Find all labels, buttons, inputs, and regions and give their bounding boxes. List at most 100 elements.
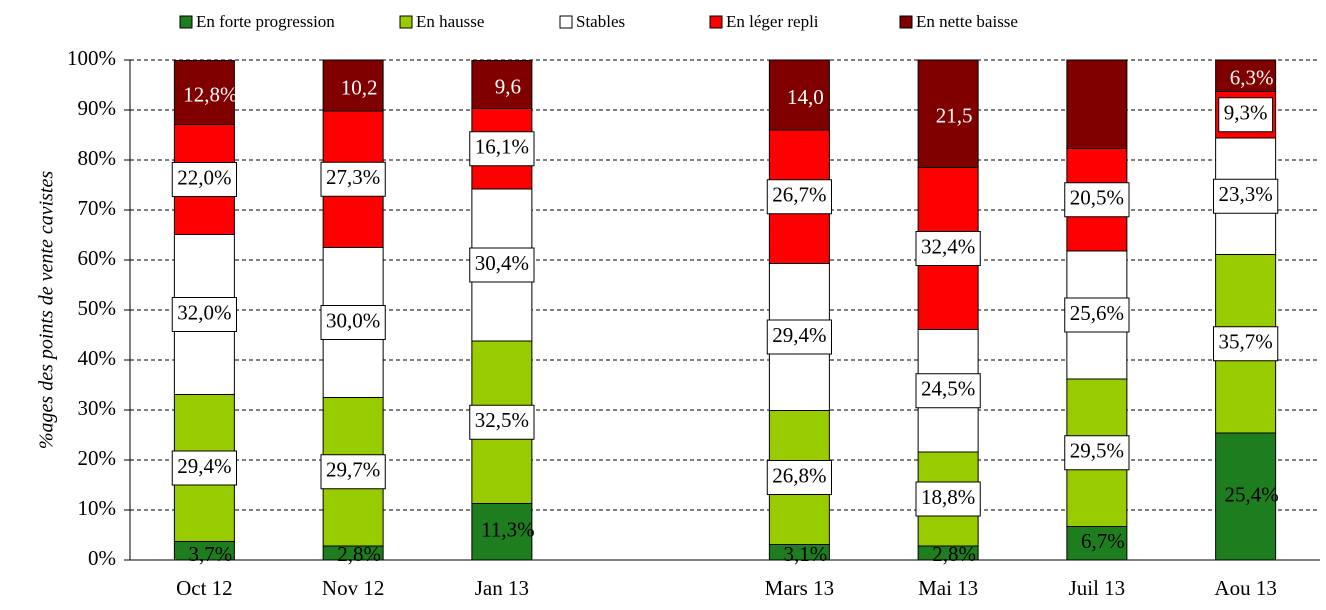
label-box (1064, 435, 1130, 471)
y-tick-label: 20% (78, 446, 117, 470)
x-tick-label: Juil 13 (1069, 576, 1126, 600)
label-box (320, 305, 386, 340)
bar-segment (322, 59, 384, 112)
x-tick-label: Jan 13 (475, 576, 529, 600)
data-label: 30,4% (475, 251, 529, 275)
data-label-box: 16,1% (469, 131, 535, 167)
label-box (1064, 297, 1130, 333)
data-label: 29,5% (1070, 439, 1124, 463)
data-label-box: 32,4% (915, 231, 981, 266)
data-label: 9,6 (495, 74, 521, 98)
bar-segment (1066, 59, 1128, 149)
data-label-box: 29,4% (766, 319, 832, 355)
data-label: 30,0% (326, 308, 380, 332)
bar-segment (1215, 432, 1277, 561)
legend-swatch (709, 15, 723, 29)
y-tick-label: 90% (78, 96, 117, 120)
data-label: 32,4% (921, 234, 975, 258)
data-label-box: 30,0% (320, 305, 386, 340)
data-label: 3,7% (189, 542, 233, 566)
data-label: 20,5% (1070, 186, 1124, 210)
data-label-box: 22,0% (171, 162, 237, 197)
data-label-box: 23,3% (1213, 178, 1279, 214)
legend-label: En nette baisse (916, 12, 1018, 31)
label-box (171, 450, 237, 486)
data-label-box: 26,7% (766, 179, 832, 215)
data-label: 27,3% (326, 165, 380, 189)
label-box (766, 460, 832, 495)
data-label: 12,8% (183, 82, 237, 106)
data-label-box: 29,4% (171, 450, 237, 486)
data-label: 26,8% (772, 463, 826, 487)
data-label-box: 29,5% (1064, 435, 1130, 471)
data-label-box: 35,7% (1213, 326, 1279, 362)
x-tick-label: Oct 12 (176, 576, 233, 600)
data-label-box: 26,8% (766, 460, 832, 495)
label-box (469, 131, 535, 167)
bar-segment (768, 59, 830, 131)
data-label: 6,3% (1230, 66, 1274, 90)
y-tick-label: 70% (78, 196, 117, 220)
label-box (766, 179, 832, 215)
y-tick-label: 40% (78, 346, 117, 370)
y-tick-label: 10% (78, 496, 117, 520)
data-label: 29,7% (326, 458, 380, 482)
label-box (171, 162, 237, 197)
y-tick-label: 50% (78, 296, 117, 320)
data-label: 25,4% (1225, 482, 1279, 506)
label-box (320, 454, 386, 490)
label-box (766, 319, 832, 355)
y-axis-label: %ages des points de vente cavistes (36, 171, 58, 449)
bar-segment (173, 60, 235, 125)
y-tick-label: 30% (78, 396, 117, 420)
data-label: 32,0% (177, 300, 231, 324)
bar-segment (1215, 59, 1277, 92)
x-tick-label: Mai 13 (918, 576, 978, 600)
label-box (1064, 182, 1130, 218)
legend-swatch (179, 15, 193, 29)
data-label: 29,4% (177, 454, 231, 478)
data-label: 24,5% (921, 377, 975, 401)
label-box (469, 404, 535, 440)
data-label: 23,3% (1219, 182, 1273, 206)
legend-label: En forte progression (196, 12, 335, 31)
data-label: 21,5 (936, 104, 973, 128)
data-label: 29,4% (772, 323, 826, 347)
y-tick-label: 100% (67, 46, 116, 70)
data-label: 6,7% (1081, 529, 1125, 553)
legend-label: Stables (576, 12, 625, 31)
data-label: 26,7% (772, 183, 826, 207)
bar-segment (1066, 526, 1128, 561)
bar-segment (917, 59, 979, 168)
data-label: 14,0 (787, 85, 824, 109)
data-label-box: 30,4% (469, 247, 535, 283)
label-box (915, 481, 981, 517)
data-label: 22,0% (177, 165, 231, 189)
legend-swatch (559, 15, 573, 29)
data-label: 3,1% (784, 542, 828, 566)
data-label-box: 32,5% (469, 404, 535, 440)
label-box (320, 161, 386, 197)
label-box (1218, 97, 1273, 133)
bar-segment (471, 503, 533, 561)
data-label-box: 20,5% (1064, 182, 1130, 218)
data-label: 35,7% (1219, 330, 1273, 354)
label-box (915, 231, 981, 266)
x-tick-label: Aou 13 (1214, 576, 1276, 600)
legend-label: En hausse (416, 12, 484, 31)
legend-swatch (899, 15, 913, 29)
label-box (1213, 326, 1279, 362)
label-box (469, 247, 535, 283)
legend-label: En léger repli (726, 12, 819, 31)
label-box (171, 297, 237, 332)
bar-segment (471, 60, 533, 109)
legend-swatch (399, 15, 413, 29)
data-label: 32,5% (475, 408, 529, 432)
data-label: 2,8% (932, 542, 976, 566)
label-box (915, 373, 981, 409)
data-label-box: 27,3% (320, 161, 386, 197)
data-label: 25,6% (1070, 301, 1124, 325)
data-label: 16,1% (475, 135, 529, 159)
data-label: 2,8% (337, 542, 381, 566)
data-label: 10,2 (341, 75, 378, 99)
